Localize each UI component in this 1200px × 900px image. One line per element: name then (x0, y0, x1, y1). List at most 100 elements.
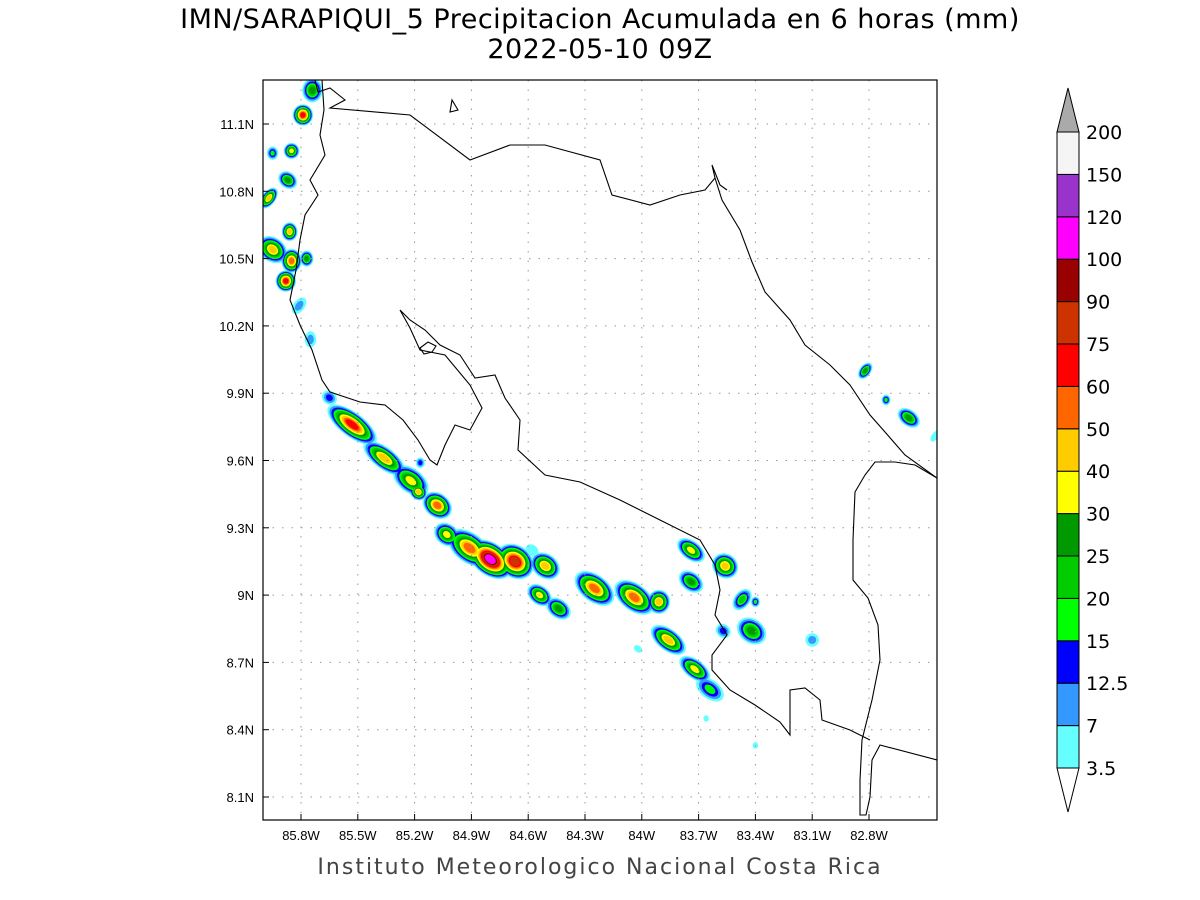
colorbar-swatch (1056, 258, 1080, 303)
colorbar-label: 40 (1086, 461, 1110, 483)
y-tick-label: 8.1N (227, 790, 254, 805)
y-tick-label: 9.3N (227, 521, 254, 536)
coastlines (289, 80, 937, 816)
x-tick-label: 85.5W (339, 828, 377, 843)
footer-credit: Instituto Meteorologico Nacional Costa R… (317, 855, 883, 880)
rain-cell (289, 148, 294, 154)
x-tick-label: 83.7W (680, 828, 718, 843)
rain-cell (287, 229, 292, 235)
colorbar-label: 100 (1086, 249, 1122, 271)
rain-cell (862, 368, 868, 374)
colorbar-swatch (1056, 173, 1080, 218)
colorbar-label: 7 (1086, 716, 1098, 738)
y-tick-label: 10.8N (219, 184, 254, 199)
map-subtitle: 2022-05-10 09Z (487, 34, 713, 65)
colorbar-swatch (1056, 682, 1080, 727)
rain-cell (304, 256, 309, 262)
rain-cell (690, 665, 700, 674)
colorbar-swatch (1056, 725, 1080, 769)
rain-cell (633, 645, 643, 653)
colorbar-swatch (1056, 640, 1080, 684)
colorbar-swatch (1056, 216, 1080, 260)
grid-lines (263, 80, 937, 820)
colorbar-swatch (1056, 470, 1080, 515)
rain-cell (655, 598, 663, 606)
rain-cell (525, 544, 539, 557)
rain-cell (405, 476, 417, 486)
colorbar-label: 60 (1086, 376, 1110, 398)
panama-border (852, 461, 937, 816)
x-tick-label: 82.8W (850, 828, 888, 843)
colorbar-swatch (1056, 385, 1080, 430)
rain-cell (628, 592, 640, 603)
rain-level-3.5 (263, 80, 937, 749)
x-axis: 85.8W 85.5W 85.2W 84.9W 84.6W 84.3W 84W 83.7W 83… (282, 814, 889, 843)
lake-island (449, 98, 459, 113)
rain-cell (300, 112, 306, 118)
colorbar-label: 3.5 (1086, 758, 1116, 780)
rain-cell (268, 245, 277, 254)
rain-level-60 (283, 112, 522, 568)
rain-cell (510, 556, 520, 566)
island (419, 341, 437, 355)
x-tick-label: 83.4W (737, 828, 775, 843)
colorbar-swatch (1056, 428, 1080, 472)
rain-cell (686, 546, 696, 554)
rain-cell (703, 715, 709, 722)
colorbar-under-triangle (1056, 767, 1080, 813)
colorbar-label: 20 (1086, 588, 1110, 610)
rain-cell (266, 195, 272, 201)
rain-cell (309, 86, 316, 95)
colorbar-swatch (1056, 131, 1080, 175)
rain-cell (721, 562, 729, 570)
colorbar-swatch (1056, 513, 1080, 557)
y-tick-label: 11.1N (220, 117, 254, 132)
colorbar-label: 15 (1086, 631, 1110, 653)
colorbar-label: 75 (1086, 334, 1110, 356)
pacific-coast (289, 80, 871, 741)
rain-cell (753, 599, 758, 604)
y-tick-label: 9.9N (227, 386, 254, 401)
rain-cell (345, 419, 359, 430)
rain-level-100 (484, 554, 496, 565)
rain-cell (307, 334, 314, 345)
nicaragua-border (314, 80, 728, 206)
colorbar-label: 120 (1086, 207, 1122, 229)
plot-frame (262, 79, 938, 821)
rain-cell (663, 635, 674, 645)
rain-cell (738, 595, 746, 604)
colorbar-swatch (1056, 555, 1080, 599)
rain-cell (719, 627, 727, 635)
rain-cell (687, 578, 695, 586)
rain-cell (905, 414, 913, 422)
rain-level-12.5 (263, 81, 917, 697)
x-tick-label: 84W (628, 828, 655, 843)
rain-cell (433, 501, 442, 510)
x-tick-label: 85.8W (282, 828, 320, 843)
colorbar-label: 200 (1086, 122, 1122, 144)
caribbean-coast (714, 177, 937, 479)
rain-cell (484, 554, 496, 565)
rain-cell (418, 460, 423, 466)
rain-cell (704, 684, 716, 695)
y-tick-label: 10.5N (219, 252, 254, 267)
rain-cell (541, 562, 550, 570)
rain-cell (283, 278, 289, 284)
x-tick-label: 85.2W (396, 828, 434, 843)
x-tick-label: 83.1W (793, 828, 831, 843)
colorbar-swatch (1056, 597, 1080, 642)
rain-cell (270, 150, 275, 156)
colorbar-label: 150 (1086, 164, 1122, 186)
x-tick-label: 84.6W (509, 828, 547, 843)
rain-cell (415, 489, 421, 495)
y-tick-label: 8.7N (227, 655, 254, 670)
y-tick-label: 9.6N (227, 454, 254, 469)
rain-cell (884, 397, 888, 403)
colorbar-label: 30 (1086, 504, 1110, 526)
rain-cell (930, 430, 937, 442)
y-tick-label: 9N (237, 588, 254, 603)
rain-level-30 (265, 109, 731, 674)
rain-cell (325, 394, 333, 401)
colorbar-label: 50 (1086, 419, 1110, 441)
